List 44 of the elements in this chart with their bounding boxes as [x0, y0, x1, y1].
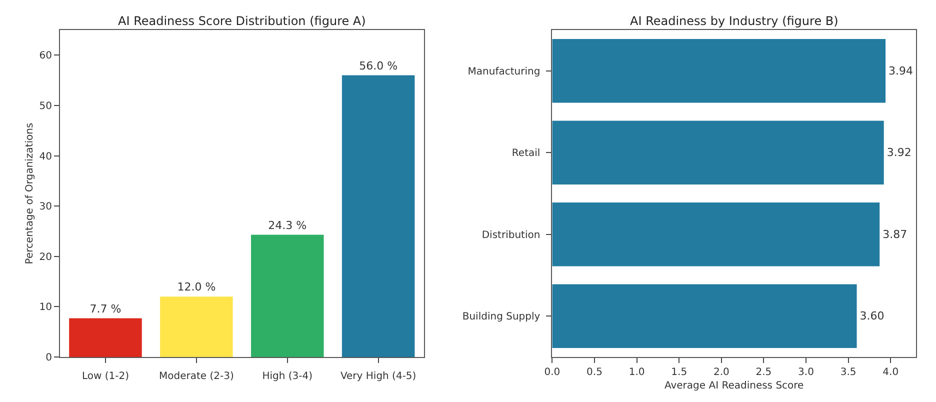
x-tick-label: 1.0: [628, 367, 645, 378]
x-tick-label: High (3-4): [262, 371, 313, 382]
y-tick-label: 20: [39, 252, 52, 263]
x-tick-label: 0.5: [586, 367, 602, 378]
x-tick-label: Very High (4-5): [340, 371, 416, 382]
chart-title: AI Readiness by Industry (figure B): [630, 14, 838, 28]
x-axis-title: Average AI Readiness Score: [664, 380, 804, 392]
x-tick-label: 3.0: [798, 367, 814, 378]
data-label: 3.87: [882, 228, 908, 241]
bar: [552, 284, 857, 348]
x-tick-label: 2.5: [756, 367, 772, 378]
data-label: 56.0 %: [359, 59, 398, 72]
y-tick-label: 10: [39, 302, 52, 314]
data-label: 12.0 %: [177, 280, 216, 294]
y-tick-label: 30: [39, 202, 52, 213]
x-tick-label: 1.5: [671, 367, 688, 378]
data-label: 7.7 %: [90, 302, 122, 316]
bar: [552, 202, 880, 266]
x-tick-label: Low (1-2): [82, 371, 130, 382]
x-tick-label: 0.0: [544, 367, 560, 378]
bar: [552, 120, 884, 185]
bar: [251, 234, 324, 357]
x-tick-label: 2.0: [713, 367, 730, 378]
x-tick-label: Moderate (2-3): [158, 371, 234, 382]
data-label: 3.94: [888, 64, 914, 78]
y-axis-title: Percentage of Organizations: [24, 122, 36, 264]
y-tick-label: 60: [39, 50, 52, 62]
y-tick-label: 50: [39, 100, 52, 112]
data-label: 3.92: [886, 146, 912, 160]
data-label: 3.60: [860, 310, 884, 323]
y-tick-label: 40: [39, 151, 52, 162]
x-tick-label: 3.5: [840, 367, 856, 378]
y-tick-label: 0: [46, 352, 52, 364]
bar: [160, 296, 233, 357]
bar: [342, 75, 415, 357]
y-tick-label: Building Supply: [462, 312, 540, 323]
bar: [69, 318, 142, 357]
chart-title: AI Readiness Score Distribution (figure A): [118, 14, 366, 28]
y-tick-label: Distribution: [482, 230, 540, 241]
y-tick-label: Retail: [512, 148, 540, 160]
data-label: 24.3 %: [268, 218, 307, 232]
x-tick-label: 4.0: [882, 367, 899, 378]
y-tick-label: Manufacturing: [468, 66, 540, 78]
bar: [552, 38, 886, 103]
